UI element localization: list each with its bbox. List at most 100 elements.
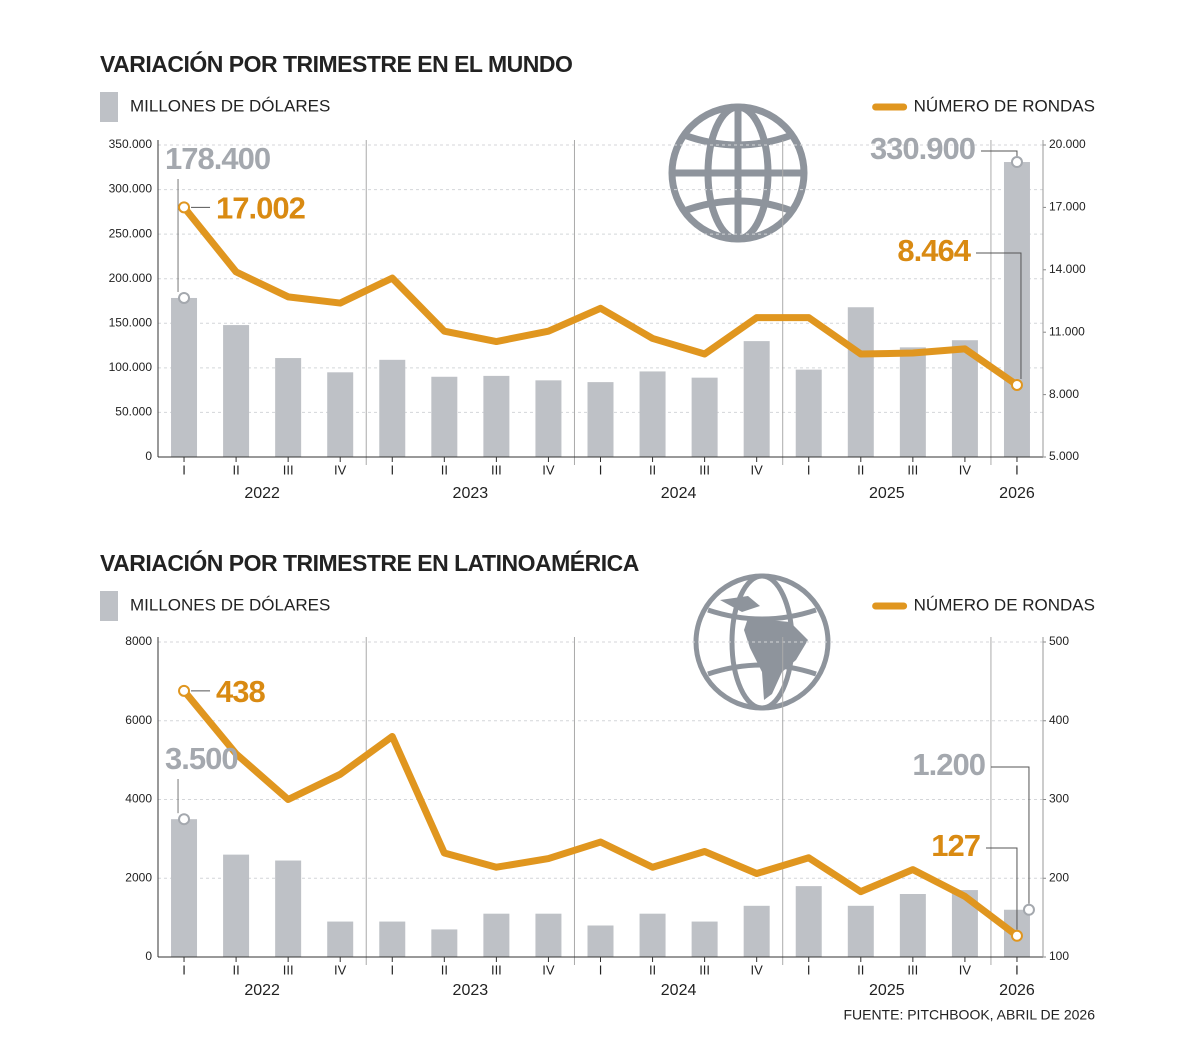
year-label: 2026	[999, 982, 1035, 999]
value-label: 178.400	[165, 141, 270, 176]
bar	[483, 375, 510, 457]
y-tick-label: 50.000	[115, 405, 152, 419]
value-label: 127	[931, 828, 980, 863]
y-tick-label: 350.000	[109, 137, 153, 151]
x-tick-label: I	[599, 462, 603, 477]
bar	[691, 377, 718, 457]
y-tick-label: 4000	[125, 792, 152, 806]
bar	[275, 358, 302, 457]
legend-label: MILLONES DE DÓLARES	[130, 96, 330, 115]
bar	[847, 905, 874, 957]
x-tick-label: III	[491, 962, 502, 977]
value-label: 17.002	[216, 191, 305, 226]
x-tick-label: I	[1015, 962, 1019, 977]
bar	[587, 382, 614, 457]
bar	[795, 369, 822, 457]
y-tick-label: 0	[145, 449, 152, 463]
line-point	[178, 201, 191, 214]
year-label: 2023	[453, 982, 489, 999]
y2-tick-label: 14.000	[1049, 262, 1086, 276]
x-tick-label: IV	[542, 462, 555, 477]
bar	[171, 297, 198, 457]
line-point	[1010, 378, 1023, 391]
bar	[587, 925, 614, 957]
legend-label: MILLONES DE DÓLARES	[130, 595, 330, 614]
x-tick-label: III	[907, 462, 918, 477]
legend-swatch	[100, 591, 118, 621]
bar	[431, 376, 458, 457]
x-tick-label: I	[599, 962, 603, 977]
x-tick-label: I	[807, 462, 811, 477]
bar	[899, 894, 926, 957]
line-point	[178, 684, 191, 697]
x-tick-label: III	[283, 462, 294, 477]
bar	[275, 860, 302, 957]
y2-tick-label: 500	[1049, 634, 1069, 648]
y2-tick-label: 8.000	[1049, 387, 1079, 401]
bar	[171, 819, 198, 957]
year-label: 2023	[453, 485, 489, 502]
x-tick-label: II	[857, 462, 864, 477]
y-tick-label: 2000	[125, 870, 152, 884]
year-label: 2022	[244, 485, 280, 502]
x-tick-label: IV	[334, 962, 347, 977]
bar	[639, 913, 666, 957]
x-tick-label: III	[699, 962, 710, 977]
chart-title: VARIACIÓN POR TRIMESTRE EN LATINOAMÉRICA	[100, 549, 639, 576]
leader-line	[981, 150, 1018, 157]
x-tick-label: I	[390, 462, 394, 477]
bar	[691, 921, 718, 957]
y2-tick-label: 300	[1049, 792, 1069, 806]
year-label: 2024	[661, 982, 697, 999]
chart-title: VARIACIÓN POR TRIMESTRE EN EL MUNDO	[100, 50, 572, 77]
bar-point	[1022, 903, 1035, 916]
x-tick-label: IV	[959, 962, 972, 977]
x-tick-label: II	[441, 962, 448, 977]
bar	[379, 359, 406, 457]
line	[181, 205, 1019, 388]
bar	[327, 372, 354, 457]
y-tick-label: 6000	[125, 713, 152, 727]
x-tick-label: III	[907, 962, 918, 977]
leader-line	[991, 766, 1030, 904]
y2-tick-label: 400	[1049, 713, 1069, 727]
y-tick-label: 250.000	[109, 226, 153, 240]
bar	[483, 913, 510, 957]
y-tick-label: 200.000	[109, 271, 153, 285]
y-tick-label: 150.000	[109, 315, 153, 329]
bar	[795, 886, 822, 957]
bar	[899, 347, 926, 457]
x-tick-label: I	[182, 462, 186, 477]
bar	[431, 929, 458, 957]
x-tick-label: II	[232, 462, 239, 477]
y2-tick-label: 11.000	[1049, 324, 1085, 338]
value-label: 438	[216, 674, 265, 709]
x-tick-label: IV	[542, 962, 555, 977]
x-tick-label: IV	[959, 462, 972, 477]
y2-tick-label: 5.000	[1049, 449, 1079, 463]
y-tick-label: 0	[145, 949, 152, 963]
bar	[223, 325, 250, 457]
y2-tick-label: 17.000	[1049, 200, 1086, 214]
globe-icon	[668, 103, 808, 243]
year-label: 2022	[244, 982, 280, 999]
x-tick-label: III	[283, 962, 294, 977]
bar-point	[178, 813, 191, 826]
y2-tick-label: 100	[1049, 949, 1069, 963]
y-tick-label: 8000	[125, 634, 152, 648]
bar	[327, 921, 354, 957]
bar	[639, 371, 666, 457]
x-tick-label: IV	[751, 962, 764, 977]
legend-label: NÚMERO DE RONDAS	[914, 96, 1095, 115]
latam-globe-icon	[693, 573, 831, 711]
line-point	[1010, 929, 1023, 942]
bar-point	[178, 291, 191, 304]
bar	[535, 913, 562, 957]
year-label: 2026	[999, 485, 1035, 502]
x-tick-label: II	[649, 462, 656, 477]
legend-swatch	[100, 92, 118, 122]
y-tick-label: 100.000	[109, 360, 153, 374]
x-tick-label: I	[1015, 462, 1019, 477]
x-tick-label: II	[441, 462, 448, 477]
bar	[847, 307, 874, 457]
